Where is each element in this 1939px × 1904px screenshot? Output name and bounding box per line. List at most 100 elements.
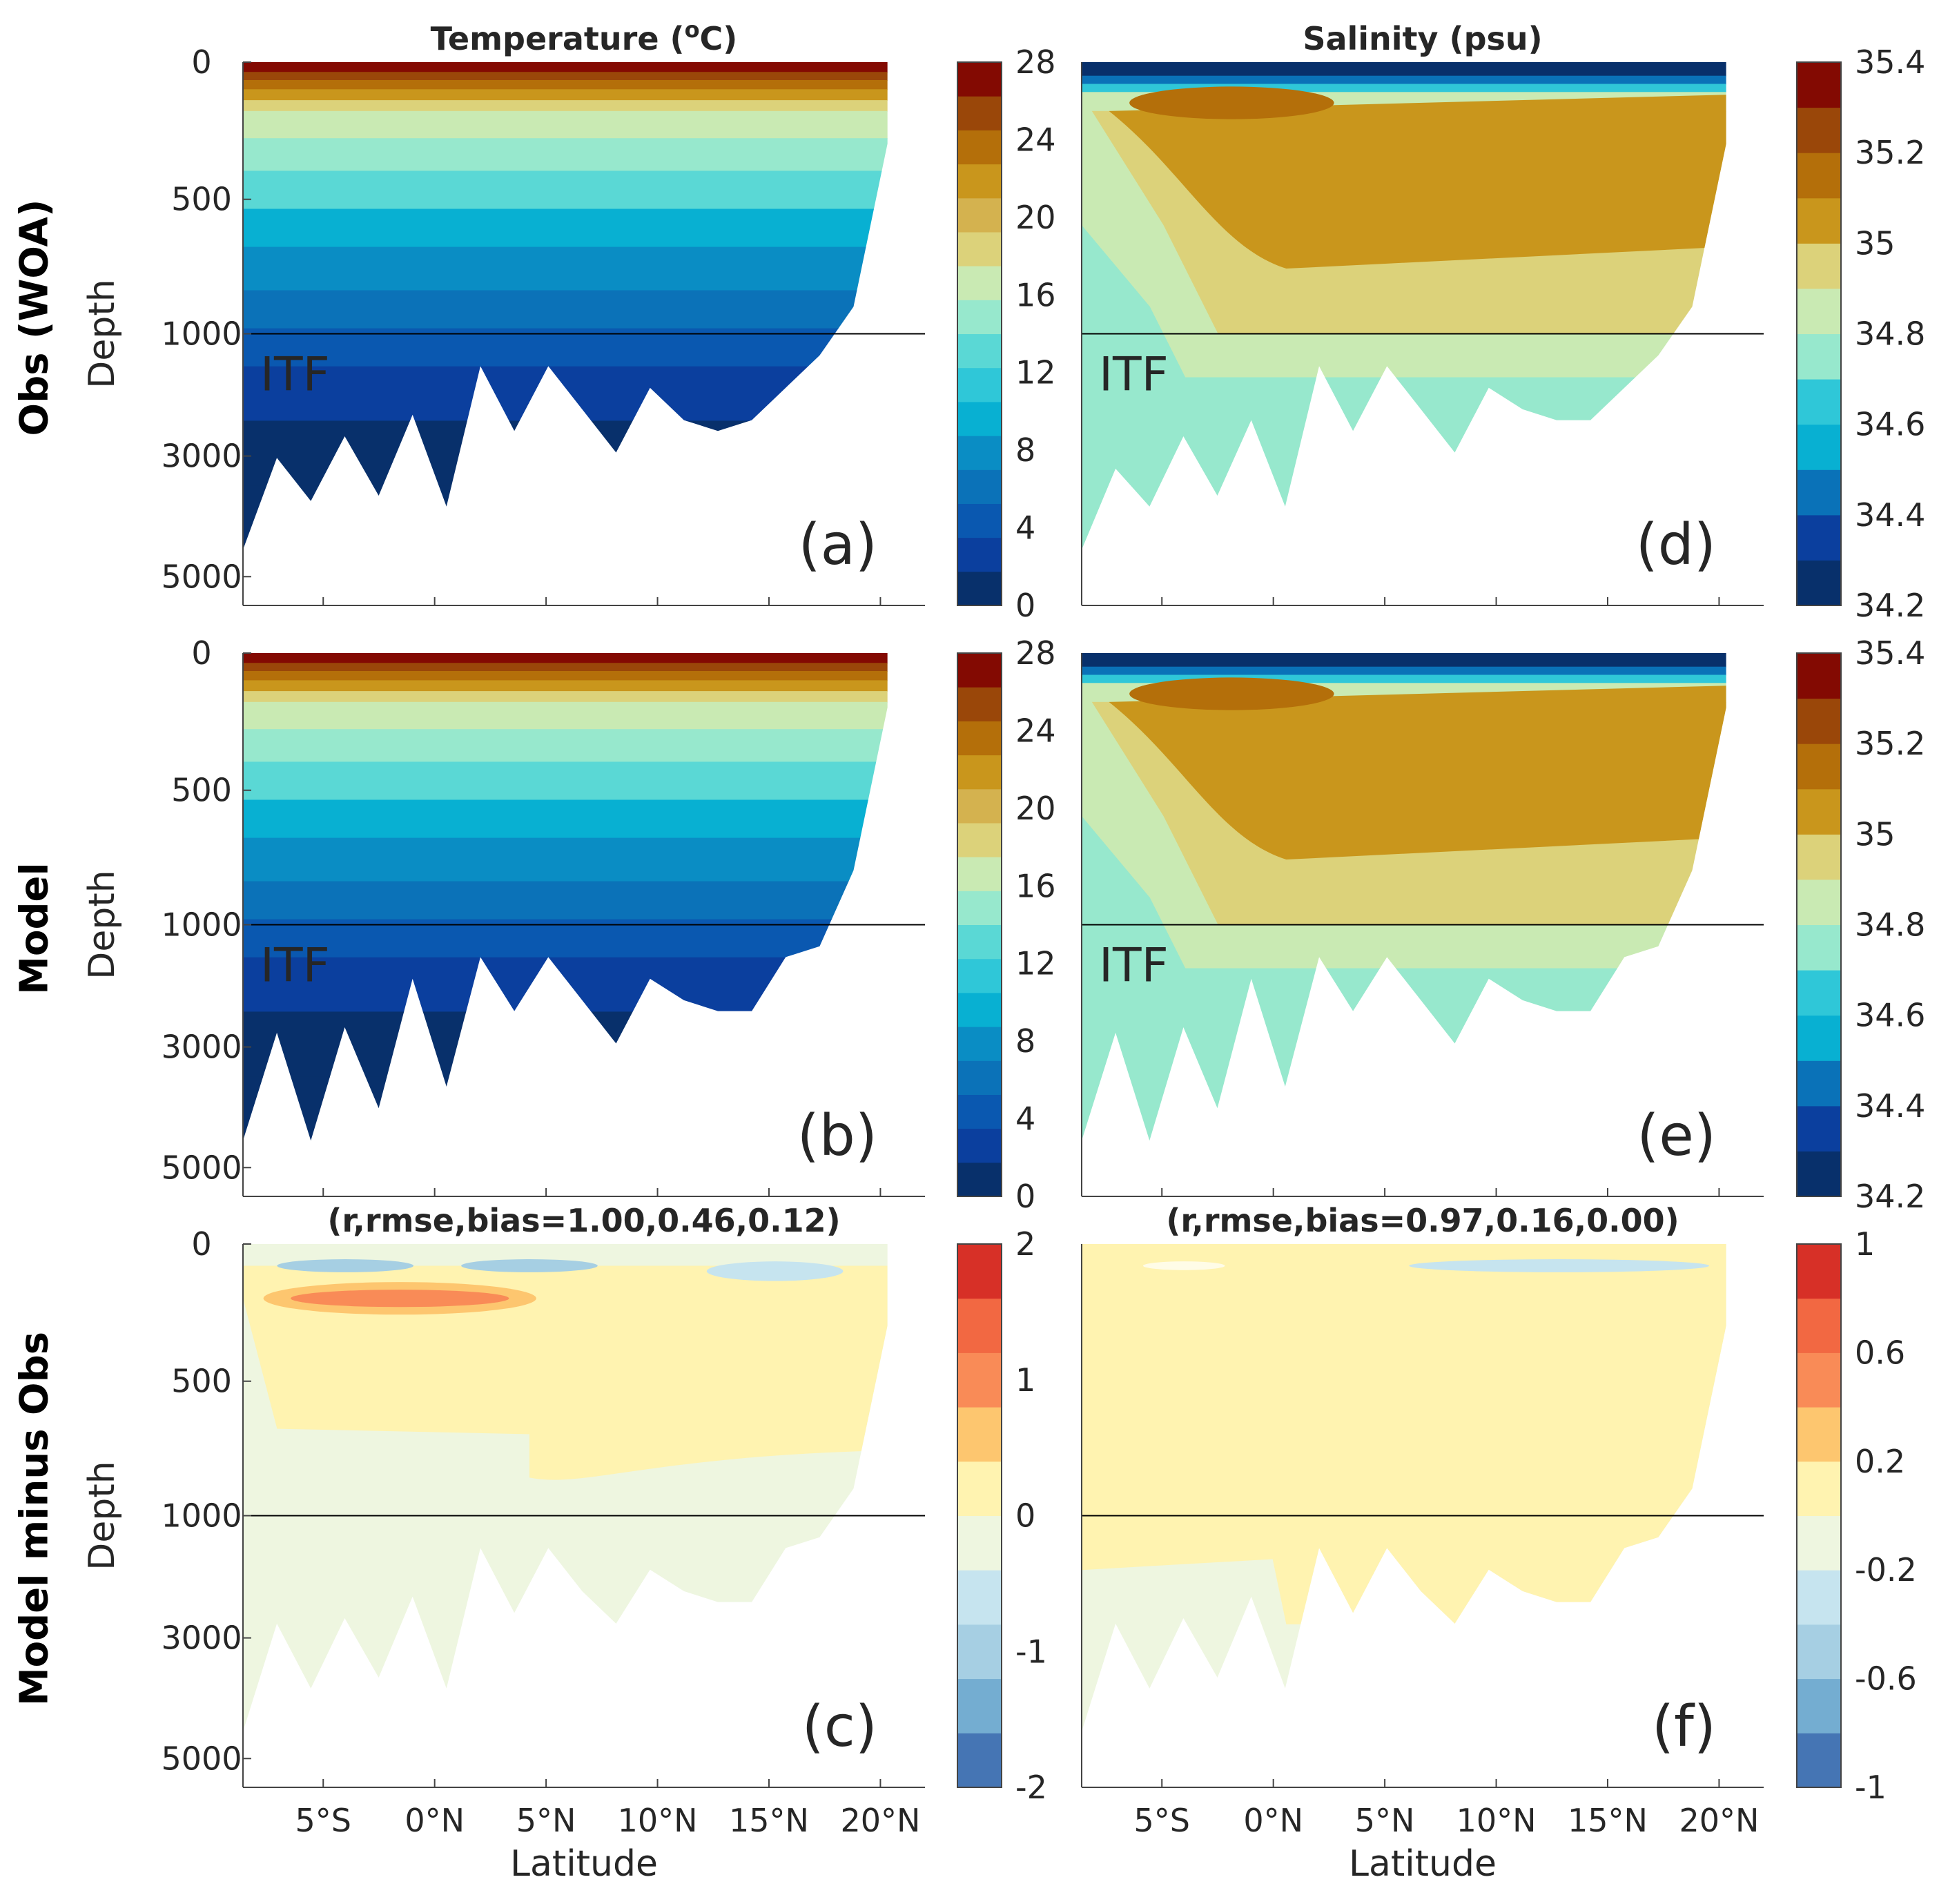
colorbar-swatch [957, 401, 1002, 436]
colorbar-swatch [1797, 1105, 1841, 1152]
panel-label: (c) [802, 1694, 877, 1760]
colorbar-swatch [957, 1244, 1002, 1299]
colorbar-tick-label: 4 [1015, 1100, 1035, 1138]
x-tick-label: 10°N [1456, 1802, 1537, 1839]
colorbar-swatch [957, 958, 1002, 993]
colorbar-tick-label: -0.2 [1855, 1551, 1917, 1589]
panel-a: 0 500 1000 3000 5000 Depth Temperature (oC) ITF… [81, 17, 1056, 624]
colorbar-swatch [1797, 379, 1841, 425]
y-axis-label: Depth [81, 1461, 123, 1570]
colorbar-tick-label: 34.4 [1855, 496, 1925, 534]
colorbar-swatch [1797, 1015, 1841, 1061]
colorbar-swatch [957, 992, 1002, 1027]
colorbar-tick-label: 34.2 [1855, 1178, 1925, 1215]
panel-d: Salinity (psu) ITF (d) 34.2 34.4 34.6 34.8 35 35… [1081, 20, 1925, 624]
x-tick-label: 20°N [840, 1802, 920, 1839]
y-tick-label: 1000 [161, 1497, 242, 1535]
colorbar-tick-label: 8 [1015, 431, 1035, 469]
panel-label: (e) [1637, 1103, 1715, 1169]
colorbar-swatch [957, 197, 1002, 233]
colorbar-swatch [957, 755, 1002, 790]
colorbar-swatch [1797, 970, 1841, 1016]
colorbar-swatch [1797, 1352, 1841, 1408]
colorbar-swatch [957, 788, 1002, 824]
colorbar-swatch [1797, 424, 1841, 470]
colorbar-f: -1 -0.6 -0.2 0.2 0.6 1 [1796, 1225, 1917, 1806]
x-tick-label: 5°N [516, 1802, 576, 1839]
y-tick-label: 500 [171, 181, 232, 218]
colorbar-tick-label: 0 [1015, 1178, 1035, 1215]
colorbar-swatch [1797, 469, 1841, 516]
colorbar-swatch [1797, 744, 1841, 790]
x-tick-label: 0°N [405, 1802, 465, 1839]
colorbar-tick-label: 35.4 [1855, 43, 1925, 81]
colorbar-tick-label: 0 [1015, 1497, 1035, 1535]
colorbar-tick-label: 20 [1015, 199, 1056, 236]
colorbar-tick-label: 35.2 [1855, 134, 1925, 171]
colorbar-a: 0 4 8 12 16 20 24 28 [957, 43, 1056, 624]
colorbar-swatch [957, 300, 1002, 334]
colorbar-swatch [957, 1678, 1002, 1733]
colorbar-swatch [1797, 698, 1841, 744]
colorbar-swatch [957, 1060, 1002, 1095]
colorbar-swatch [957, 367, 1002, 402]
panel-title: Salinity (psu) [1303, 20, 1542, 57]
panel-title: (r,rmse,bias=0.97,0.16,0.00) [1166, 1202, 1679, 1239]
colorbar-tick-label: 4 [1015, 509, 1035, 547]
colorbar-swatch [1797, 243, 1841, 289]
colorbar-swatch [957, 687, 1002, 721]
colorbar-swatch [957, 231, 1002, 266]
colorbar-swatch [1797, 197, 1841, 244]
colorbar-swatch [1797, 1151, 1841, 1197]
colorbar-swatch [1797, 1060, 1841, 1107]
panel-title: (r,rmse,bias=1.00,0.46,0.12) [327, 1202, 840, 1239]
colorbar-swatch [957, 571, 1002, 606]
y-tick-label: 5000 [161, 558, 242, 595]
colorbar-border [1796, 652, 1842, 1197]
row-label-diff: Model minus Obs [12, 1331, 57, 1707]
panel-title: Temperature (oC) [431, 17, 738, 57]
x-tick-label: 5°N [1355, 1802, 1415, 1839]
colorbar-swatch [957, 1298, 1002, 1353]
colorbar-swatch [957, 721, 1002, 756]
colorbar-b: 0 4 8 12 16 20 24 28 [957, 634, 1056, 1215]
panel-e: ITF (e) 34.2 34.4 34.6 34.8 35 35.2 35.4 [1081, 634, 1925, 1215]
y-tick-label: 3000 [161, 1029, 242, 1066]
y-tick-label: 1000 [161, 906, 242, 944]
colorbar-swatch [957, 503, 1002, 538]
colorbar-swatch [957, 1407, 1002, 1462]
colorbar-border [1796, 1243, 1842, 1788]
colorbar-swatch [957, 1570, 1002, 1625]
colorbar-tick-label: 34.6 [1855, 406, 1925, 443]
colorbar-tick-label: 34.4 [1855, 1087, 1925, 1125]
colorbar-swatch [1797, 1570, 1841, 1625]
itf-label: ITF [260, 939, 330, 993]
itf-label: ITF [1099, 939, 1169, 993]
colorbar-swatch [1797, 333, 1841, 380]
colorbar-swatch [1797, 514, 1841, 561]
colorbar-swatch [1797, 879, 1841, 925]
colorbar-swatch [1797, 1407, 1841, 1462]
colorbar-swatch [957, 266, 1002, 300]
colorbar-swatch [957, 653, 1002, 688]
colorbar-swatch [957, 1461, 1002, 1516]
x-axis-label: Latitude [510, 1843, 658, 1885]
colorbar-swatch [1797, 653, 1841, 699]
y-tick-label: 3000 [161, 1620, 242, 1657]
colorbar-swatch [1797, 107, 1841, 153]
colorbar-swatch [1797, 1244, 1841, 1299]
colorbar-tick-label: 35 [1855, 224, 1896, 262]
colorbar-swatch [957, 891, 1002, 925]
x-tick-label: 15°N [1568, 1802, 1648, 1839]
colorbar-tick-label: 35.2 [1855, 725, 1925, 762]
y-tick-label: 0 [191, 43, 211, 81]
colorbar-tick-label: 2 [1015, 1225, 1035, 1263]
colorbar-tick-label: 28 [1015, 634, 1056, 672]
colorbar-tick-label: 34.2 [1855, 587, 1925, 624]
colorbar-swatch [957, 1352, 1002, 1408]
colorbar-tick-label: 24 [1015, 121, 1056, 158]
colorbar-swatch [957, 1515, 1002, 1571]
colorbar-tick-label: 12 [1015, 945, 1056, 982]
colorbar-swatch [957, 857, 1002, 891]
